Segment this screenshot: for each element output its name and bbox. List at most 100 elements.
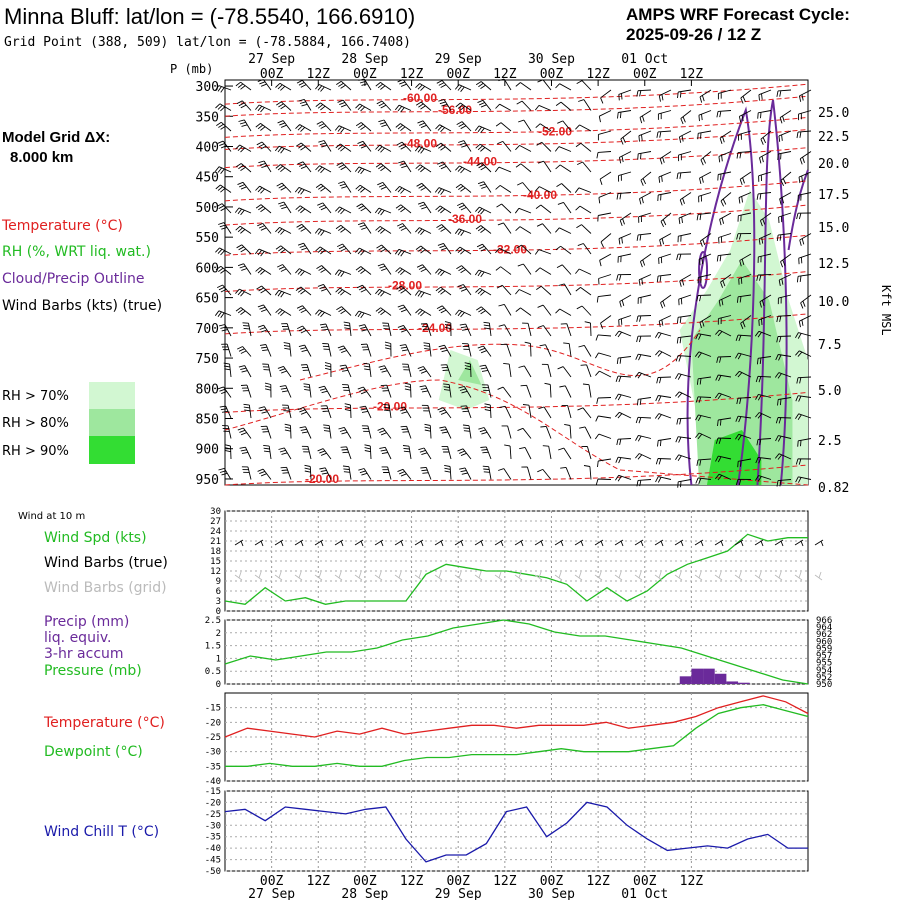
legend-cloud: Cloud/Precip Outline [2, 271, 145, 287]
wind-barb-310 [414, 290, 432, 298]
grid-point-label: Grid Point (388, 509) lat/lon = (-78.588… [4, 35, 411, 50]
wind-barb-395 [322, 343, 332, 357]
wind-barb-182 [255, 204, 272, 214]
wind-barb-308 [375, 288, 392, 297]
wind-barb-52 [657, 110, 672, 120]
wind-barb-309 [396, 285, 412, 296]
wind10-barb-true-28 [794, 539, 804, 547]
wind-barb-520 [424, 423, 432, 439]
wind-barb-389 [795, 332, 812, 339]
temperature-contour-low [224, 379, 809, 486]
wind-barb-229 [600, 233, 612, 248]
wind-barb-481 [243, 403, 252, 419]
wind-barb-545 [317, 448, 332, 460]
wind-barb-427 [363, 362, 372, 378]
wind-barb-43 [477, 99, 492, 111]
height-tick-2: 20.0 [818, 157, 849, 172]
wind-barb-368 [382, 322, 392, 337]
wind-barb-221 [436, 224, 452, 234]
temp-panel-ytick-0: -40 [205, 777, 221, 787]
wind-barb-172 [657, 192, 672, 202]
grid-spacing-value: 8.000 km [10, 149, 73, 166]
wind-barb-551 [441, 445, 452, 460]
wind-barb-98 [375, 144, 392, 153]
pressure-tick-950: 950 [196, 473, 219, 488]
wind10-barb-grid-7 [374, 571, 383, 581]
wind-barb-508 [775, 417, 792, 424]
precip-bar-3 [714, 673, 727, 684]
wind-barb-245 [315, 246, 332, 255]
wind-barb-51 [639, 110, 652, 124]
wind-barb-584 [498, 468, 512, 480]
pressure-right-tick-7: 962 [816, 630, 832, 640]
wind-barb-441 [634, 371, 652, 379]
top-time-tick-8: 00Z [633, 67, 657, 82]
wind-barb-255 [516, 244, 532, 255]
wind-barb-388 [776, 335, 792, 343]
wind-barb-595 [714, 473, 732, 481]
bottom-date-0: 27 Sep [248, 887, 295, 900]
wind-barb-209 [796, 212, 812, 220]
pressure-right-tick-4: 957 [816, 652, 832, 662]
wind10-barb-grid-19 [614, 571, 623, 581]
wind-barb-371 [444, 321, 452, 337]
wind10-barb-true-4 [314, 539, 324, 547]
pressure-tick-700: 700 [196, 322, 219, 337]
precip-panel-ytick-2: 1 [216, 654, 221, 664]
wind-barb-376 [537, 325, 552, 337]
legend-windchill: Wind Chill T (°C) [44, 824, 159, 840]
wind-barb-188 [374, 207, 392, 216]
pressure-right-tick-1: 952 [816, 673, 832, 683]
wind-barb-474 [695, 396, 712, 403]
wind-barb-214 [296, 223, 312, 234]
wind-barb-517 [361, 425, 372, 439]
temperature-contour-0 [224, 83, 809, 105]
wind10-barb-grid-2 [274, 571, 283, 581]
wind-barb-94 [295, 142, 312, 152]
wind-barb-46 [534, 104, 552, 111]
height-tick-9: 2.5 [818, 434, 841, 449]
wind-barb-195 [514, 207, 532, 214]
wind-barb-282 [456, 265, 472, 275]
temp-panel-ytick-4: -20 [205, 718, 221, 728]
wind-barb-528 [579, 426, 592, 439]
wind-barb-512 [260, 425, 272, 439]
wind-barb-401 [438, 344, 452, 357]
wind-barb-415 [716, 356, 732, 363]
wind-barb-1 [235, 81, 252, 91]
height-tick-1: 22.5 [818, 130, 849, 145]
wind-barb-423 [277, 365, 292, 378]
wind-barb-482 [258, 406, 272, 419]
wind-barb-518 [377, 427, 392, 439]
wind-barb-324 [696, 294, 712, 302]
wind-barb-437 [557, 366, 572, 378]
bottom-time-tick-2: 00Z [353, 874, 377, 889]
wind-barb-487 [359, 405, 372, 419]
wind-barb-556 [542, 445, 552, 460]
wind-barb-259 [599, 253, 612, 267]
precip-bar-0 [679, 676, 692, 684]
wind-barb-186 [335, 206, 352, 215]
wind-barb-410 [616, 356, 632, 365]
wind-barb-378 [584, 321, 592, 337]
wind-barb-133 [476, 162, 492, 173]
wind-barb-77 [557, 120, 572, 132]
pressure-right-tick-8: 964 [816, 623, 832, 633]
wind-barb-532 [657, 438, 672, 447]
wind-barb-266 [739, 253, 752, 267]
wind-barb-101 [435, 142, 452, 152]
wind-barb-537 [756, 438, 772, 446]
wind-barb-5 [315, 84, 332, 92]
wind-barb-181 [234, 207, 252, 216]
wind-barb-263 [676, 253, 692, 261]
wind-barb-241 [236, 244, 252, 255]
wind-barb-412 [655, 350, 672, 357]
wind-barb-127 [354, 166, 372, 175]
model-title: AMPS WRF Forecast Cycle: [626, 5, 850, 24]
precip-bar-5 [738, 682, 750, 684]
wind-barb-472 [655, 395, 672, 402]
pressure-tick-600: 600 [196, 261, 219, 276]
wind-barb-193 [475, 206, 492, 215]
temperature-contour-4 [224, 147, 809, 169]
top-time-tick-2: 00Z [353, 67, 377, 82]
